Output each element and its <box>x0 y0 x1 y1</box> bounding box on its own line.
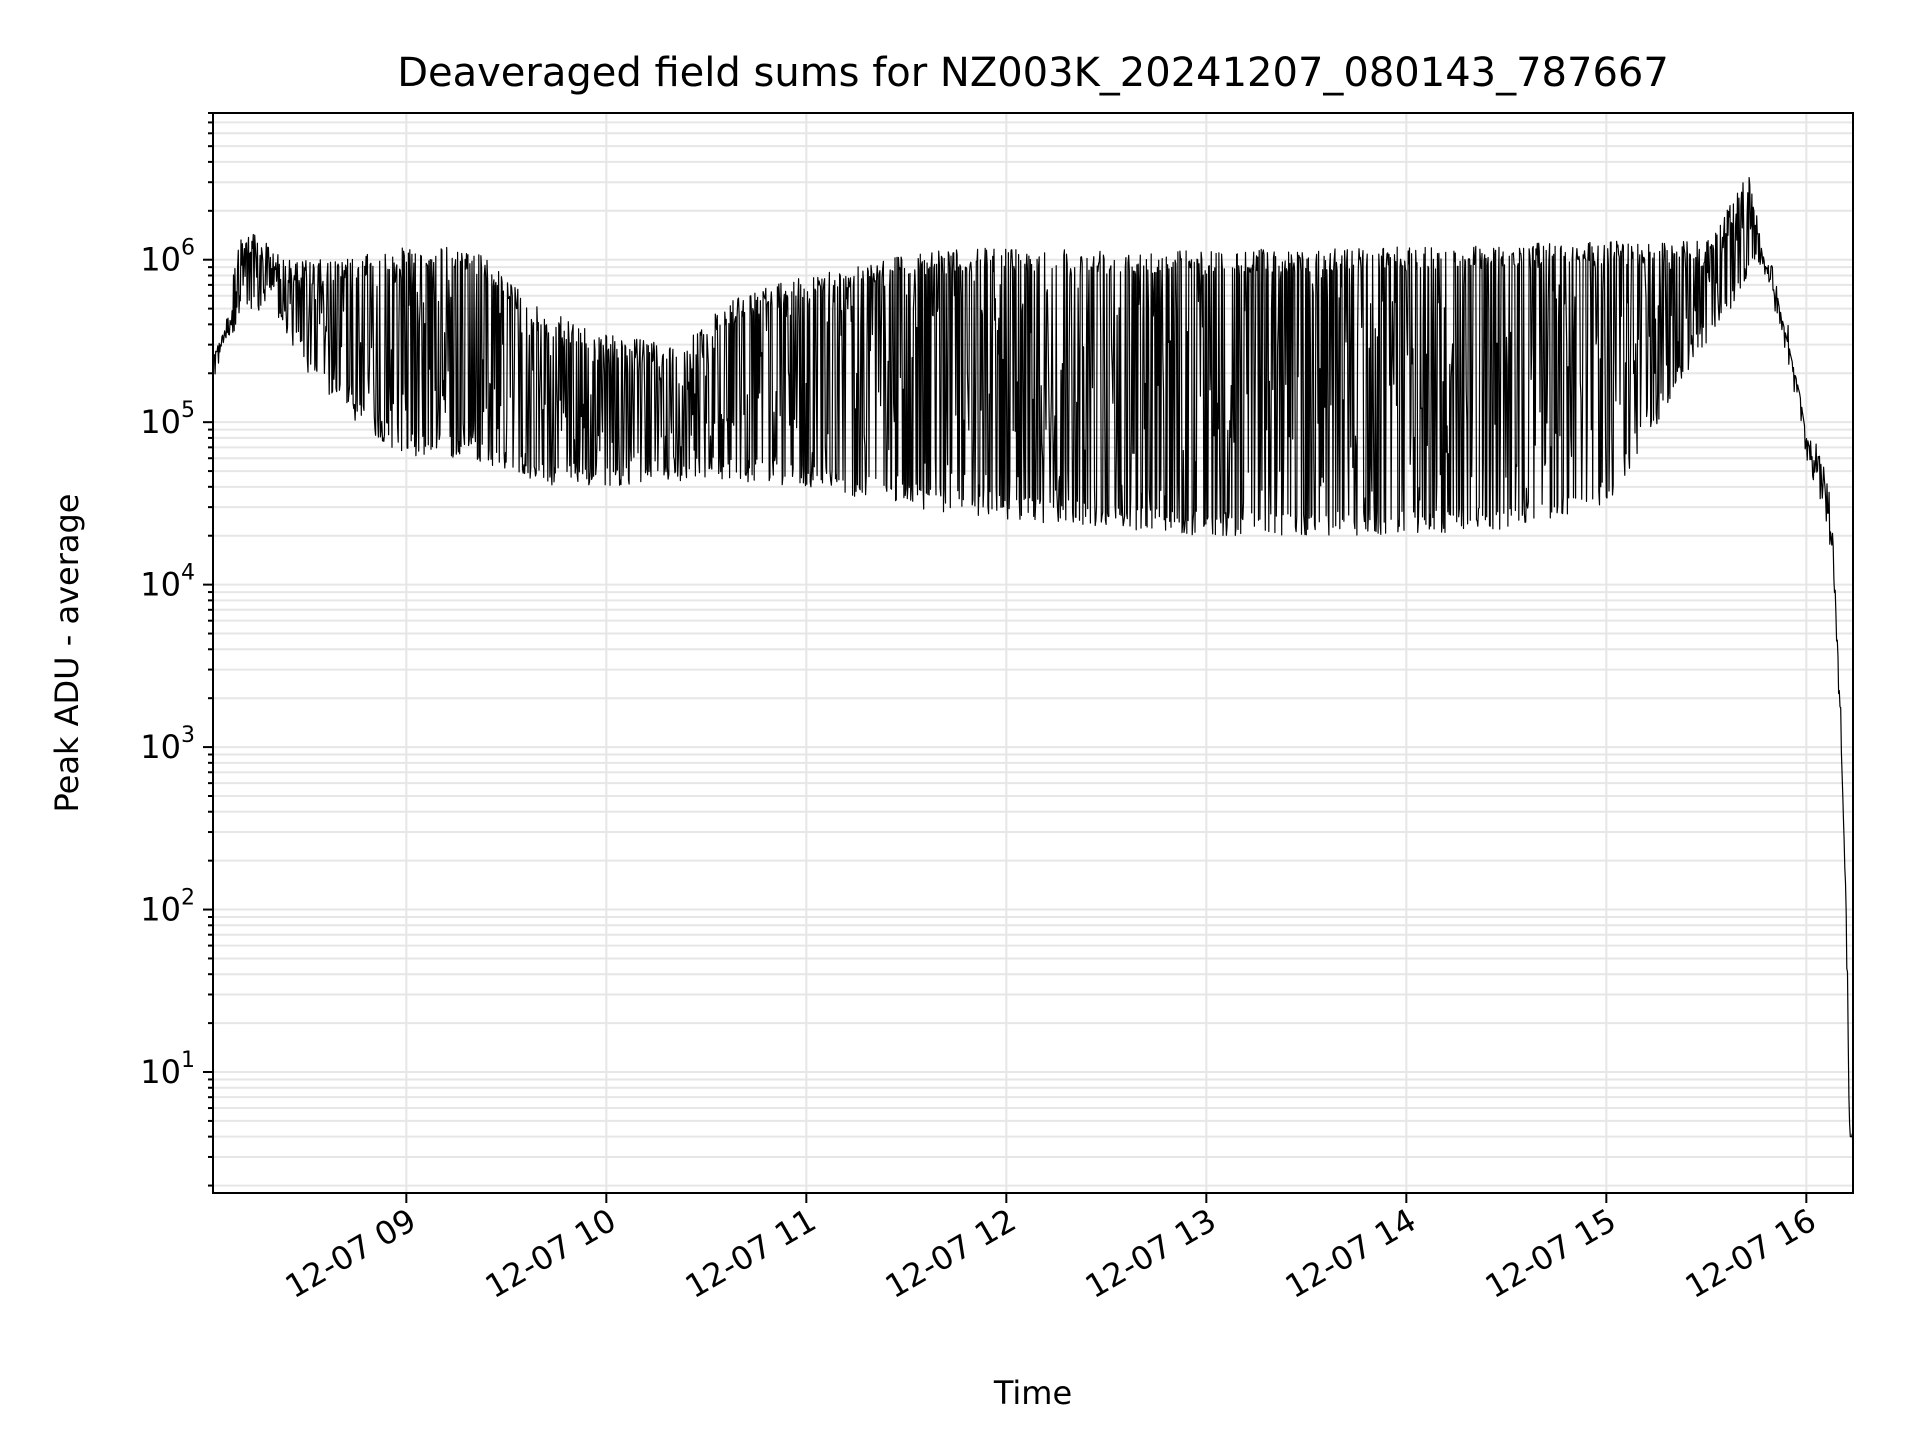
y-tick-label: 101 <box>140 1048 195 1091</box>
plot-frame <box>212 112 1854 1194</box>
y-tick-label: 105 <box>140 398 195 441</box>
y-axis-label: Peak ADU - average <box>48 494 86 813</box>
series-layer <box>212 177 1854 1150</box>
y-tick-label: 104 <box>140 561 195 604</box>
series-line <box>212 177 1854 1150</box>
y-tick-label: 106 <box>140 236 195 279</box>
y-tick-label: 103 <box>140 723 195 766</box>
x-axis-label: Time <box>993 1374 1072 1412</box>
y-tick-label: 102 <box>140 886 195 929</box>
chart-title: Deaveraged field sums for NZ003K_2024120… <box>397 50 1669 96</box>
